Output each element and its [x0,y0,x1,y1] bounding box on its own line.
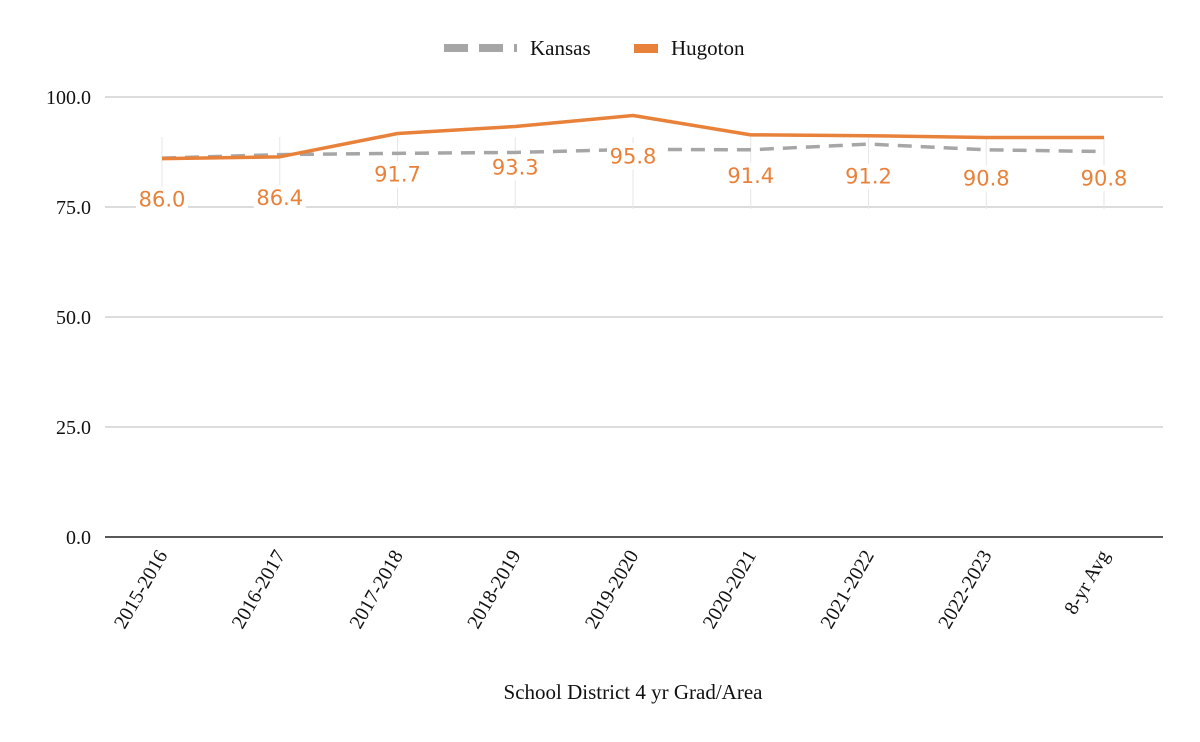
y-tick-label: 0.0 [66,527,91,549]
data-label: 86.0 [139,188,186,212]
legend-label-hugoton: Hugoton [671,36,745,60]
data-label: 91.7 [374,163,421,187]
legend: Kansas Hugoton [444,36,745,60]
data-label: 90.8 [1081,166,1128,190]
data-labels: 86.0 86.4 91.7 93.3 95.8 91.4 91.2 90.8 90.8 [136,143,1130,213]
data-label: 93.3 [492,155,539,179]
y-tick-label: 50.0 [56,307,91,329]
x-tick-label: 2022-2023 [934,547,996,633]
data-label-bg [489,154,542,181]
data-label-bg [607,143,659,170]
data-label-bg [371,161,424,188]
x-tick-label: 2020-2021 [699,547,761,633]
data-label-bg [960,165,1013,192]
data-label: 95.8 [610,144,657,168]
x-tick-label: 2018-2019 [463,547,525,633]
x-tick-label: 2019-2020 [581,547,643,633]
data-label-bg [136,186,188,213]
y-tick-label: 75.0 [56,197,91,219]
series-line-hugoton [161,113,1104,161]
data-label-bg [724,162,777,189]
legend-swatch-hugoton [634,44,658,53]
data-label-bg [842,163,895,190]
data-label-bg [1078,165,1130,192]
y-tick-label: 100.0 [46,87,91,109]
data-label: 91.4 [727,164,774,188]
data-label: 86.4 [256,186,303,210]
data-label: 91.2 [845,165,892,189]
x-tick-label: 2015-2016 [110,547,172,633]
legend-label-kansas: Kansas [530,36,591,60]
y-tick-label: 25.0 [56,417,91,439]
x-tick-label: 2017-2018 [345,547,407,633]
data-label-bg [253,184,306,211]
x-tick-label: 2016-2017 [228,547,290,633]
x-axis-title: School District 4 yr Grad/Area [504,680,764,704]
x-tick-label: 8-yr Avg [1060,547,1114,619]
data-label: 90.8 [963,166,1010,190]
x-tick-label: 2021-2022 [816,547,878,633]
x-axis-tick-labels: 2015-2016 2016-2017 2017-2018 2018-2019 2019… [110,547,1114,633]
y-axis-tick-labels: 0.0 25.0 50.0 75.0 100.0 [46,87,91,549]
